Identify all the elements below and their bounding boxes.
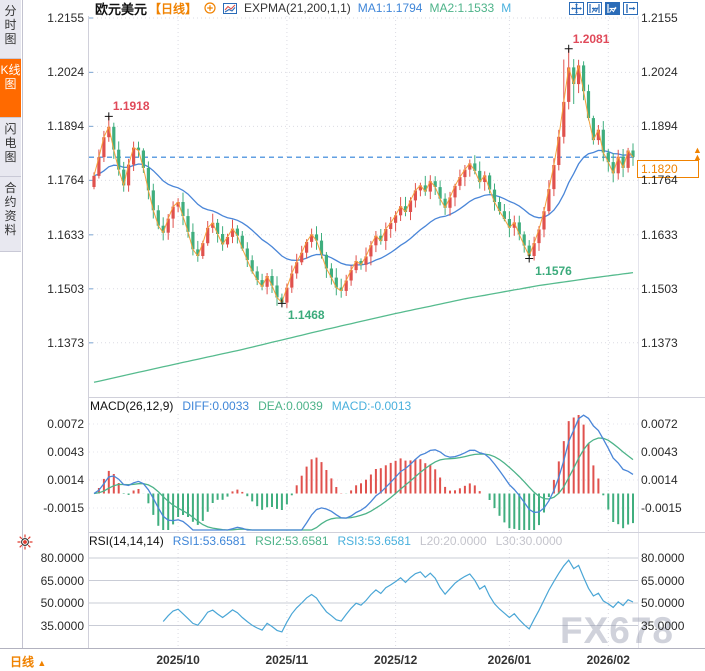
live-sun-icon[interactable] — [17, 534, 33, 550]
price-annotation-high: 1.2081 — [572, 31, 610, 46]
sidebar-tab-label: 闪电图 — [4, 122, 17, 164]
y-axis-label-right: 1.1503 — [641, 281, 678, 296]
ma1-value-label: MA1:1.1794 — [357, 1, 423, 15]
macd-header: MACD(26,12,9) DIFF:0.0033 DEA:0.0039 MAC… — [90, 399, 411, 413]
y-axis-label-right: 1.1633 — [641, 227, 678, 242]
price-macd-divider — [88, 397, 705, 398]
price-annotation-low: 1.1576 — [535, 263, 572, 278]
period-label: 日线 — [10, 655, 35, 669]
sidebar-tab-label: 分时图 — [4, 4, 17, 46]
indicator-label: EXPMA(21,200,1,1) — [244, 1, 351, 15]
time-axis-label: 2026/02 — [586, 653, 630, 667]
sidebar-tab-lightning[interactable]: 闪电图 — [0, 118, 21, 177]
y-axis-label-right: 1.1894 — [641, 119, 678, 134]
y-axis-label-left: 50.0000 — [40, 596, 84, 610]
macd-dea-label: DEA:0.0039 — [258, 399, 323, 413]
y-axis-label-left: 1.1633 — [47, 227, 84, 242]
symbol-title: 欧元美元 — [95, 1, 148, 17]
y-axis-label-left: 0.0072 — [47, 417, 84, 431]
rsi-title: RSI(14,14,14) — [89, 534, 164, 548]
price-chart-canvas[interactable] — [89, 16, 638, 397]
y-axis-label-right: 1.2024 — [641, 65, 678, 80]
y-axis-label-left: 65.0000 — [40, 573, 84, 588]
period-tag[interactable]: 【日线】 — [149, 1, 198, 16]
y-axis-label-right: 1.2155 — [641, 11, 678, 25]
y-axis-label-right: 65.0000 — [641, 573, 685, 588]
y-axis-label-left: 35.0000 — [40, 618, 84, 633]
chart-toolbar — [569, 2, 638, 15]
crosshair-icon[interactable] — [569, 2, 584, 15]
current-price-box: 1.1820 — [637, 160, 699, 178]
sidebar: 分时图 K线图 闪电图 合约资料 — [0, 0, 23, 671]
compress-chart-icon[interactable] — [587, 2, 602, 15]
y-axis-label-right: 1.1764 — [641, 173, 678, 188]
sidebar-tab-label: 合约资料 — [4, 181, 17, 237]
macd-chart-canvas[interactable] — [89, 414, 638, 531]
y-axis-label-right: 80.0000 — [641, 551, 685, 565]
time-axis-label: 2026/01 — [487, 653, 532, 667]
y-axis-label-right: 1.1373 — [641, 335, 678, 350]
y-axis-label-right: 50.0000 — [641, 596, 685, 610]
y-axis-label-right: -0.0015 — [641, 501, 682, 515]
chart-header: 欧元美元 【日线】 EXPMA(21,200,1,1) MA1:1.1794 M… — [95, 0, 512, 17]
y-axis-label-left: 1.2024 — [47, 65, 84, 80]
sidebar-tab-timeshare[interactable]: 分时图 — [0, 0, 21, 59]
y-axis-label-right: 0.0014 — [641, 473, 678, 487]
triangle-up-icon: ▲ — [37, 658, 47, 668]
y-axis-label-left: 1.1894 — [47, 119, 84, 134]
sidebar-tab-contract-info[interactable]: 合约资料 — [0, 177, 21, 252]
macd-value-label: MACD:-0.0013 — [331, 399, 412, 413]
time-axis-bar: 日线 ▲ 2025/10 2025/11 2025/12 2026/01 202… — [0, 648, 705, 671]
macd-diff-label: DIFF:0.0033 — [182, 399, 250, 413]
sidebar-tab-label: K线图 — [0, 63, 21, 91]
rsi-l30-label: L30:30.0000 — [495, 534, 563, 548]
rsi-l20-label: L20:20.0000 — [419, 534, 487, 548]
y-axis-label-left: 1.2155 — [47, 11, 84, 25]
plot-left-border — [88, 16, 89, 648]
period-selector-button[interactable]: 日线 ▲ — [10, 653, 46, 670]
sidebar-tab-kline[interactable]: K线图 — [0, 59, 21, 118]
m-label: M — [501, 1, 512, 15]
y-axis-label-right: 0.0072 — [641, 417, 678, 431]
expand-chart-icon[interactable] — [605, 2, 620, 15]
y-axis-label-left: -0.0015 — [43, 501, 84, 515]
time-axis-label: 2025/11 — [265, 653, 309, 667]
add-circle-icon[interactable] — [204, 2, 216, 14]
rsi3-label: RSI3:53.6581 — [337, 534, 411, 548]
macd-rsi-divider — [88, 532, 705, 533]
mini-chart-icon[interactable] — [223, 2, 238, 14]
time-axis-label: 2025/12 — [373, 653, 418, 667]
y-axis-label-left: 0.0043 — [47, 445, 84, 459]
y-axis-label-right: 0.0043 — [641, 445, 678, 459]
y-axis-label-left: 1.1764 — [47, 173, 84, 188]
ma2-value-label: MA2:1.1533 — [429, 1, 495, 15]
y-axis-label-left: 1.1373 — [47, 335, 84, 350]
time-axis-label: 2025/10 — [156, 653, 200, 667]
rsi-header: RSI(14,14,14) RSI1:53.6581 RSI2:53.6581 … — [89, 534, 562, 548]
pan-right-icon[interactable] — [623, 2, 638, 15]
rsi1-label: RSI1:53.6581 — [172, 534, 247, 548]
price-annotation-low: 1.1468 — [287, 308, 325, 323]
macd-title: MACD(26,12,9) — [90, 399, 174, 413]
y-axis-label-left: 80.0000 — [40, 551, 84, 565]
latest-price-marker-icon: ▲ ▲ — [693, 145, 702, 162]
rsi2-label: RSI2:53.6581 — [255, 534, 329, 548]
y-axis-label-left: 0.0014 — [47, 473, 84, 487]
price-annotation-high: 1.1918 — [112, 99, 150, 114]
rsi-chart-canvas[interactable] — [89, 549, 638, 646]
plot-right-border — [638, 16, 639, 648]
y-axis-label-right: 35.0000 — [641, 618, 685, 633]
y-axis-label-left: 1.1503 — [47, 281, 84, 296]
